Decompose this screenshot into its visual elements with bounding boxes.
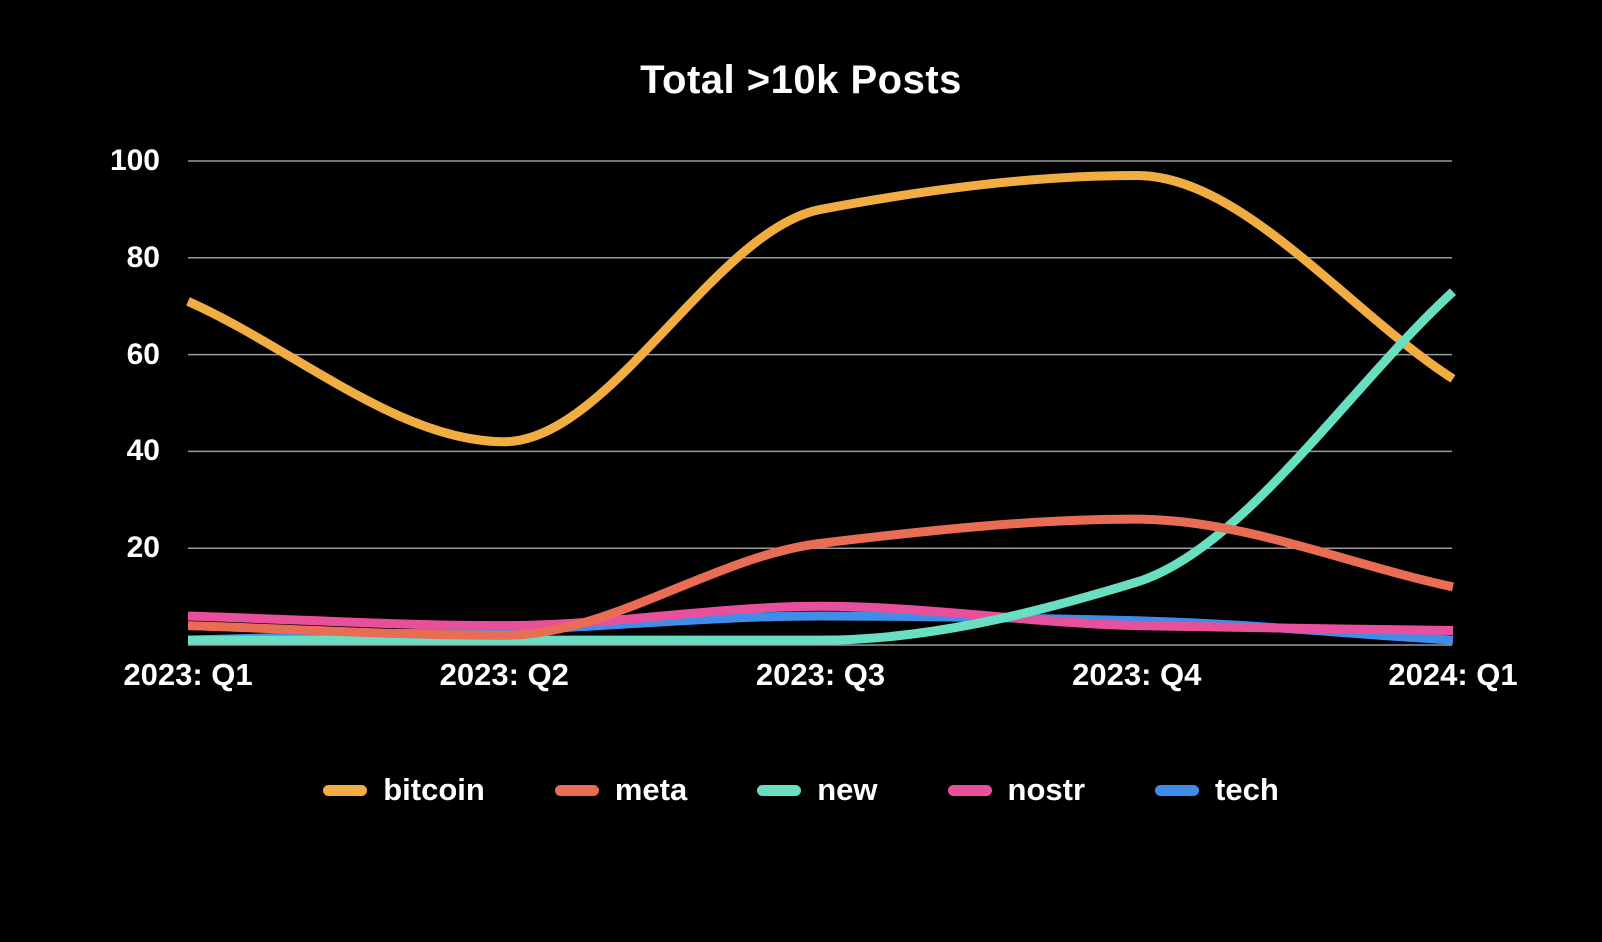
legend-swatch-meta [554, 784, 599, 796]
x-tick-label: 2023: Q1 [123, 657, 253, 692]
legend-swatch-tech [1155, 784, 1200, 796]
series-line-new [188, 288, 1457, 645]
series-line-bitcoin [186, 171, 1456, 447]
legend-label: tech [1215, 772, 1279, 807]
x-tick-label: 2024: Q1 [1388, 657, 1518, 692]
legend-swatch-new [757, 784, 802, 796]
legend-item-bitcoin[interactable]: bitcoin [323, 768, 485, 812]
legend-item-tech[interactable]: tech [1155, 768, 1279, 812]
y-tick-label: 100 [109, 144, 160, 177]
y-tick-label: 80 [126, 240, 160, 274]
x-tick-label: 2023: Q4 [1072, 657, 1202, 692]
y-tick-label: 20 [126, 531, 160, 565]
legend: bitcoin meta new nostr tech [0, 768, 1602, 812]
x-tick-label: 2023: Q2 [439, 657, 569, 692]
chart-title: Total >10k Posts [640, 58, 962, 102]
legend-label: nostr [1007, 772, 1086, 807]
legend-swatch-bitcoin [323, 784, 368, 796]
legend-label: meta [614, 772, 688, 807]
legend-label: bitcoin [383, 772, 485, 807]
series-line-meta [187, 514, 1454, 640]
legend-swatch-nostr [947, 784, 992, 796]
y-tick-label: 60 [126, 337, 160, 371]
legend-item-meta[interactable]: meta [554, 768, 688, 812]
series-line-nostr [187, 601, 1454, 635]
y-tick-label: 40 [126, 434, 160, 468]
legend-label: new [817, 772, 878, 807]
legend-item-new[interactable]: new [757, 768, 878, 812]
x-tick-label: 2023: Q3 [755, 657, 886, 692]
legend-item-nostr[interactable]: nostr [947, 768, 1086, 812]
